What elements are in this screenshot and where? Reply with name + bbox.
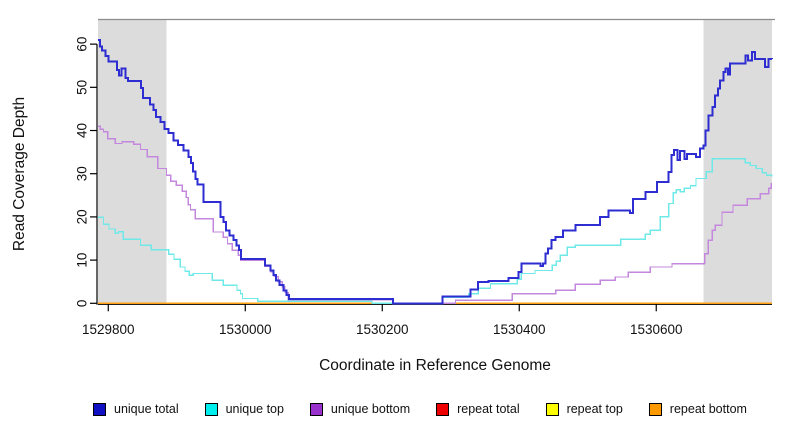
legend-label: unique bottom [330, 402, 411, 416]
legend: unique total unique top unique bottom repea… [93, 398, 747, 420]
y-tick-label: 40 [75, 123, 90, 138]
y-tick-label: 60 [75, 37, 90, 52]
shaded-region-0 [98, 19, 167, 305]
legend-swatch-icon [436, 402, 450, 416]
legend-label: repeat bottom [669, 402, 747, 416]
y-axis-label: Read Coverage Depth [11, 96, 28, 252]
x-tick-label: 1530600 [630, 322, 683, 337]
series-unique-top [98, 157, 773, 304]
legend-item-repeat-total: repeat total [436, 402, 520, 416]
legend-item-repeat-bottom: repeat bottom [648, 402, 747, 416]
y-tick-label: 50 [75, 80, 90, 95]
chart-svg: 0 10 20 30 40 50 60 1529800 1530000 1530200 153040… [74, 18, 775, 337]
legend-label: repeat total [457, 402, 520, 416]
series-unique-bottom [98, 125, 772, 304]
x-axis-label: Coordinate in Reference Genome [319, 357, 551, 374]
series-unique-total [98, 38, 773, 305]
y-tick-label: 20 [75, 209, 90, 224]
legend-label: unique total [114, 402, 179, 416]
legend-swatch-icon [545, 402, 559, 416]
y-tick-label: 10 [74, 253, 89, 268]
legend-item-unique-bottom: unique bottom [309, 402, 411, 416]
legend-item-repeat-top: repeat top [545, 402, 623, 416]
x-tick-label: 1530400 [493, 322, 546, 337]
x-tick-label: 1529800 [82, 322, 135, 337]
legend-swatch-icon [93, 402, 106, 416]
shaded-region-1 [703, 19, 772, 305]
legend-label: unique top [225, 402, 284, 416]
legend-swatch-icon [204, 402, 218, 416]
x-tick-label: 1530000 [219, 322, 272, 337]
y-tick-label: 30 [75, 166, 90, 181]
legend-item-unique-total: unique total [93, 402, 179, 416]
legend-swatch-icon [309, 402, 323, 416]
y-tick-label: 0 [75, 300, 90, 308]
x-tick-label: 1530200 [356, 322, 409, 337]
legend-swatch-icon [648, 402, 662, 416]
legend-label: repeat top [566, 402, 623, 416]
legend-item-unique-top: unique top [204, 402, 284, 416]
